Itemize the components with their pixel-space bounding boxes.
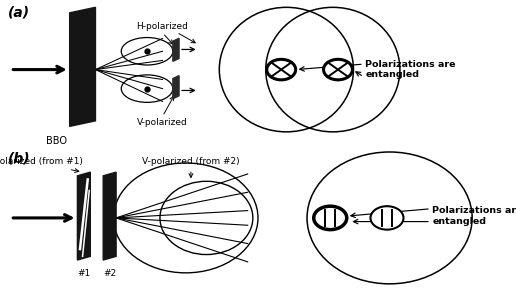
- Text: H-polarized (from #1): H-polarized (from #1): [0, 157, 83, 173]
- Polygon shape: [70, 7, 95, 126]
- Polygon shape: [103, 172, 116, 260]
- Text: V-polarized (from #2): V-polarized (from #2): [142, 157, 240, 178]
- Polygon shape: [77, 172, 90, 260]
- Text: Polarizations are
entangled: Polarizations are entangled: [365, 60, 456, 79]
- Circle shape: [324, 59, 352, 80]
- Text: (a): (a): [8, 6, 30, 20]
- Text: V-polarized: V-polarized: [137, 118, 188, 127]
- Polygon shape: [173, 76, 179, 99]
- Text: BBO: BBO: [46, 135, 67, 146]
- Text: #2: #2: [103, 269, 116, 278]
- Text: #1: #1: [77, 269, 90, 278]
- Polygon shape: [173, 38, 179, 61]
- Text: H-polarized: H-polarized: [137, 22, 188, 31]
- Text: (b): (b): [8, 152, 30, 166]
- Circle shape: [370, 206, 404, 230]
- Text: Polarizations are
entangled: Polarizations are entangled: [432, 206, 516, 226]
- Circle shape: [314, 206, 347, 230]
- Circle shape: [267, 59, 296, 80]
